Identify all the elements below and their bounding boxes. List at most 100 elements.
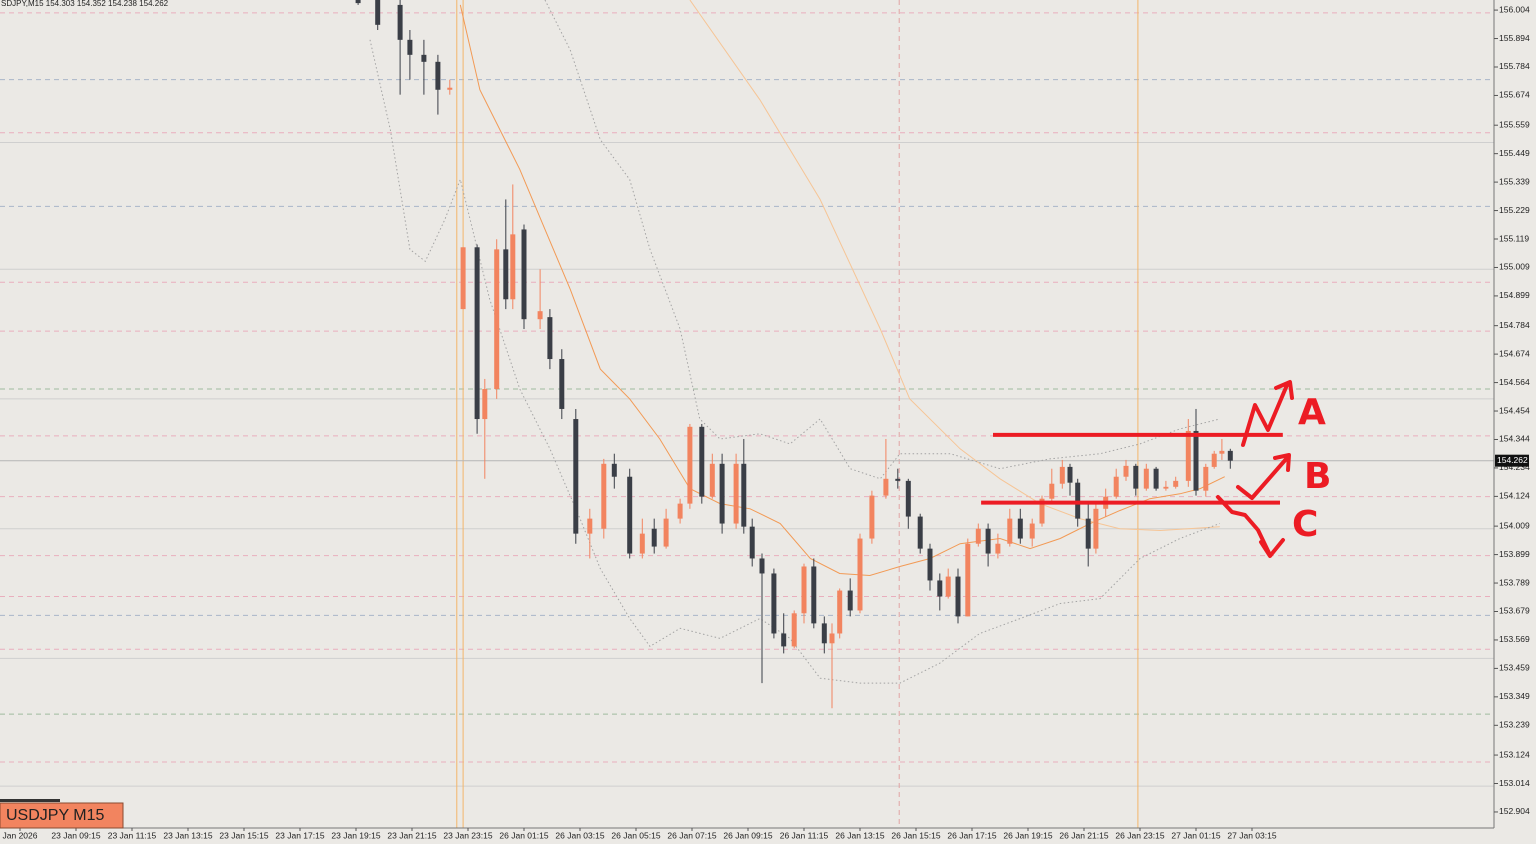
y-tick-label: 155.009: [1499, 262, 1530, 272]
label-a: A: [1298, 392, 1326, 433]
indicator-line: [689, 0, 1220, 532]
candle-body: [510, 234, 516, 300]
candle-body: [985, 528, 991, 554]
time-axis-bg: [0, 828, 1536, 844]
y-tick-label: 154.454: [1499, 405, 1530, 415]
symbol-label: USDJPY M15: [6, 807, 105, 824]
y-tick-label: 155.784: [1499, 61, 1530, 71]
y-tick-label: 155.339: [1499, 176, 1530, 186]
x-tick-label: 23 Jan 17:15: [275, 830, 324, 840]
candle-body: [733, 463, 739, 524]
candle-body: [677, 503, 683, 519]
x-tick-label: 23 Jan 11:15: [108, 830, 157, 840]
y-tick-label: 154.899: [1499, 290, 1530, 300]
candle-body: [917, 516, 923, 549]
candle-body: [883, 478, 889, 496]
candle-body: [811, 566, 817, 624]
x-tick-label: 23 Jan 13:15: [163, 830, 212, 840]
candle-body: [474, 247, 480, 420]
candle-body: [355, 0, 361, 4]
candle-body: [837, 590, 843, 634]
x-tick-label: 26 Jan 03:15: [555, 830, 604, 840]
candle-body: [407, 39, 413, 55]
y-tick-label: 153.899: [1499, 549, 1530, 559]
arrow-c: [1216, 495, 1272, 557]
candle-body: [741, 463, 747, 527]
indicator-line: [459, 4, 1225, 577]
candle-body: [1173, 480, 1179, 487]
candle-body: [857, 538, 863, 611]
symbol-box: [0, 802, 124, 829]
candle-body: [537, 311, 543, 320]
candle-body: [547, 317, 553, 360]
candle-body: [905, 480, 911, 517]
candle-body: [1007, 518, 1013, 544]
x-tick-label: Jan 2026: [3, 830, 38, 840]
y-tick-label: 155.894: [1499, 33, 1530, 43]
candle-body: [1049, 483, 1055, 499]
x-tick-label: 26 Jan 01:15: [499, 830, 548, 840]
candle-body: [1203, 466, 1209, 491]
indicator-line: [369, 39, 1220, 684]
candle-body: [375, 0, 381, 25]
candle-body: [1163, 486, 1169, 489]
candle-body: [494, 249, 500, 390]
candle-body: [1093, 508, 1099, 549]
y-tick-label: 153.679: [1499, 606, 1530, 616]
candle-body: [1133, 465, 1139, 489]
candle-body: [699, 426, 705, 497]
candle-body: [460, 247, 466, 310]
candle-body: [801, 566, 807, 614]
x-tick-label: 26 Jan 23:15: [1115, 830, 1164, 840]
candle-body: [1123, 465, 1129, 477]
y-tick-label: 153.239: [1499, 720, 1530, 730]
candle-body: [435, 61, 441, 90]
candle-body: [829, 633, 835, 644]
indicator-line: [544, 0, 1220, 480]
candle-body: [895, 478, 901, 481]
candle-body: [573, 419, 579, 534]
candle-body: [759, 558, 765, 574]
x-tick-label: 26 Jan 11:15: [780, 830, 829, 840]
x-tick-label: 23 Jan 19:15: [331, 830, 380, 840]
candle-body: [945, 576, 951, 597]
chart-header: SDJPY,M15 154.303 154.352 154.238 154.26…: [1, 0, 169, 8]
candle-body: [955, 576, 961, 617]
candle-body: [1143, 468, 1149, 489]
label-c: C: [1292, 504, 1318, 545]
candle-body: [927, 548, 933, 581]
y-tick-label: 155.674: [1499, 90, 1530, 100]
candle-body: [397, 4, 403, 40]
arrow-c-head: [1259, 538, 1285, 558]
y-tick-label: 154.234: [1499, 462, 1530, 472]
y-tick-label: 152.904: [1499, 806, 1530, 816]
y-tick-label: 155.449: [1499, 148, 1530, 158]
y-tick-label: 153.014: [1499, 778, 1530, 788]
candle-body: [587, 518, 593, 534]
x-tick-label: 23 Jan 15:15: [219, 830, 268, 840]
candle-body: [975, 528, 981, 544]
y-tick-label: 153.789: [1499, 577, 1530, 587]
arrow-b: [1236, 456, 1289, 500]
candle-body: [482, 389, 488, 420]
y-tick-label: 154.344: [1499, 434, 1530, 444]
candle-body: [1219, 450, 1225, 454]
candle-body: [847, 590, 853, 611]
y-tick-label: 154.564: [1499, 377, 1530, 387]
arrows: [1216, 380, 1294, 558]
candle-body: [1067, 466, 1073, 483]
candle-body: [601, 463, 607, 529]
data-layer: [355, 0, 1233, 709]
y-tick-label: 154.784: [1499, 320, 1530, 330]
arrow-b-head: [1273, 453, 1291, 472]
y-tick-label: 155.229: [1499, 205, 1530, 215]
candle-body: [1227, 450, 1233, 461]
y-tick-label: 153.459: [1499, 663, 1530, 673]
x-tick-label: 26 Jan 09:15: [723, 830, 772, 840]
candle-body: [639, 533, 645, 554]
annotation-layer: A B C: [981, 380, 1331, 558]
candle-body: [869, 495, 875, 539]
candle-body: [781, 633, 787, 647]
y-tick-label: 153.349: [1499, 691, 1530, 701]
candle-body: [937, 580, 943, 597]
